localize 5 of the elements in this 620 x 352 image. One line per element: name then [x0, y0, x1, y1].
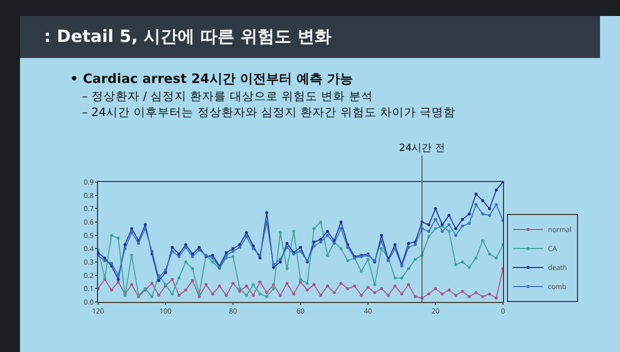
text: – 24시간 이후부터는 정상환자와 심정지 환자간 위험도 차이가 극명함: [82, 105, 456, 120]
text: – 정상환자 / 심정지 환자를 대상으로 위험도 변화 분석: [82, 89, 373, 104]
chart-title: : Detail 5, 시간에 따른 위험도 변화: [20, 16, 600, 58]
chart-subtitle: • Cardiac arrest 24시간 이전부터 예측 가능: [70, 71, 353, 88]
ref-line-label: 24시간 전: [399, 143, 445, 154]
